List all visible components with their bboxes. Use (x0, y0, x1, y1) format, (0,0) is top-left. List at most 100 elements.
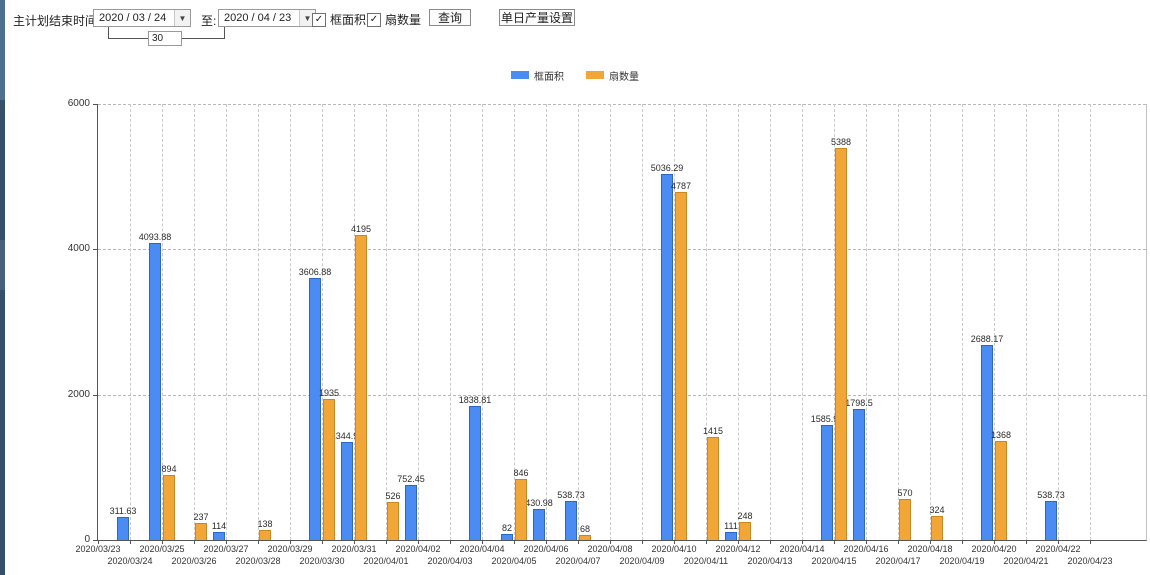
x-axis-label: 2020/04/12 (715, 544, 761, 554)
interval-days-input[interactable]: 30 (148, 31, 182, 46)
x-gridline (738, 104, 739, 540)
date-from-picker[interactable]: 2020 / 03 / 24 ▼ (93, 9, 191, 27)
x-axis-label: 2020/03/25 (139, 544, 185, 554)
x-axis-label: 2020/04/19 (939, 556, 985, 566)
x-axis-label: 2020/03/27 (203, 544, 249, 554)
x-axis-tick (930, 540, 931, 544)
x-axis-tick (290, 540, 291, 544)
chart-bar-框面积 (661, 174, 673, 540)
bar-value-label: 311.63 (109, 506, 137, 516)
checkbox-fan-count[interactable]: ✓ 扇数量 (367, 11, 421, 28)
x-gridline (1026, 104, 1027, 540)
bar-value-label: 526 (385, 491, 401, 501)
chart-bar-扇数量 (739, 522, 751, 540)
bar-value-label: 430.98 (525, 498, 553, 508)
chevron-down-icon[interactable]: ▼ (299, 10, 315, 26)
x-gridline (482, 104, 483, 540)
x-axis-label: 2020/03/30 (299, 556, 345, 566)
x-axis-tick (770, 540, 771, 544)
x-gridline (290, 104, 291, 540)
bar-value-label: 1344.95 (330, 431, 364, 441)
x-axis-label: 2020/04/23 (1067, 556, 1113, 566)
x-axis-tick (1058, 540, 1059, 544)
x-axis-tick (866, 540, 867, 544)
x-gridline (418, 104, 419, 540)
x-axis-tick (802, 540, 803, 544)
bar-value-label: 1585.96 (810, 414, 844, 424)
x-gridline (514, 104, 515, 540)
x-axis-label: 2020/04/15 (811, 556, 857, 566)
toolbar: 主计划结束时间: 2020 / 03 / 24 ▼ 至: 2020 / 04 /… (5, 0, 1150, 50)
chart-bar-框面积 (1045, 501, 1057, 540)
chart-bar-扇数量 (195, 523, 207, 540)
x-axis-label: 2020/04/17 (875, 556, 921, 566)
checkbox-frame-area-label: 框面积 (330, 13, 367, 27)
x-axis-tick (130, 540, 131, 544)
bar-value-label: 5388 (830, 137, 852, 147)
bar-value-label: 324 (929, 505, 945, 515)
legend-label: 框面积 (534, 71, 564, 83)
x-axis-tick (98, 540, 99, 544)
x-axis-label: 2020/04/13 (747, 556, 793, 566)
bar-value-label: 570 (897, 488, 913, 498)
date-from-value: 2020 / 03 / 24 (99, 12, 167, 24)
bar-value-label: 68 (579, 524, 590, 534)
x-gridline (226, 104, 227, 540)
x-axis-label: 2020/03/23 (75, 544, 121, 554)
x-axis-tick (258, 540, 259, 544)
bar-value-label: 1935 (318, 388, 340, 398)
legend-label: 扇数量 (609, 71, 639, 83)
x-axis-tick (386, 540, 387, 544)
x-axis-label: 2020/04/20 (971, 544, 1017, 554)
bar-value-label: 894 (161, 464, 177, 474)
docked-side-panel-grip (0, 240, 5, 290)
x-axis-tick (354, 540, 355, 544)
x-axis-tick (450, 540, 451, 544)
chart-bar-扇数量 (387, 502, 399, 540)
x-axis-label: 2020/03/28 (235, 556, 281, 566)
date-to-picker[interactable]: 2020 / 04 / 23 ▼ (218, 9, 316, 27)
x-axis-tick (610, 540, 611, 544)
chart-bar-扇数量 (355, 235, 367, 540)
x-axis-tick (418, 540, 419, 544)
date-to-value: 2020 / 04 / 23 (224, 12, 292, 24)
bar-value-label: 2688.17 (970, 334, 1004, 344)
docked-side-panel-top (0, 0, 5, 100)
x-axis-label: 2020/04/22 (1035, 544, 1081, 554)
y-axis-tick (93, 104, 98, 105)
chart-bar-扇数量 (323, 399, 335, 540)
x-gridline (162, 104, 163, 540)
bar-value-label: 538.73 (557, 490, 585, 500)
x-gridline (930, 104, 931, 540)
chart-bar-扇数量 (163, 475, 175, 540)
checkbox-frame-area[interactable]: ✓ 框面积 (312, 11, 366, 28)
bar-value-label: 5036.29 (650, 163, 684, 173)
bar-value-label: 4195 (350, 224, 372, 234)
x-gridline (130, 104, 131, 540)
x-gridline (578, 104, 579, 540)
bar-value-label: 111 (724, 521, 738, 531)
chart-bar-扇数量 (835, 148, 847, 540)
plan-end-time-label: 主计划结束时间: (13, 14, 101, 28)
x-gridline (706, 104, 707, 540)
chart-bar-框面积 (981, 345, 993, 540)
query-button[interactable]: 查询 (429, 9, 471, 26)
x-axis-label: 2020/03/26 (171, 556, 217, 566)
chart-bar-扇数量 (931, 516, 943, 540)
bar-value-label: 138 (257, 519, 273, 529)
legend-swatch-orange (586, 71, 604, 79)
chart-bar-框面积 (501, 534, 513, 540)
x-axis-tick (1026, 540, 1027, 544)
x-axis-label: 2020/04/16 (843, 544, 889, 554)
x-gridline (546, 104, 547, 540)
x-axis-tick (514, 540, 515, 544)
docked-side-panel[interactable] (0, 0, 5, 575)
chart-bar-扇数量 (675, 192, 687, 540)
x-axis-label: 2020/04/03 (427, 556, 473, 566)
chevron-down-icon[interactable]: ▼ (174, 10, 190, 26)
chart-bar-框面积 (149, 243, 161, 540)
daily-output-settings-button[interactable]: 单日产量设置 (499, 9, 575, 26)
bar-value-label: 114 (211, 521, 227, 531)
x-axis-tick (898, 540, 899, 544)
chart-bar-框面积 (309, 278, 321, 540)
